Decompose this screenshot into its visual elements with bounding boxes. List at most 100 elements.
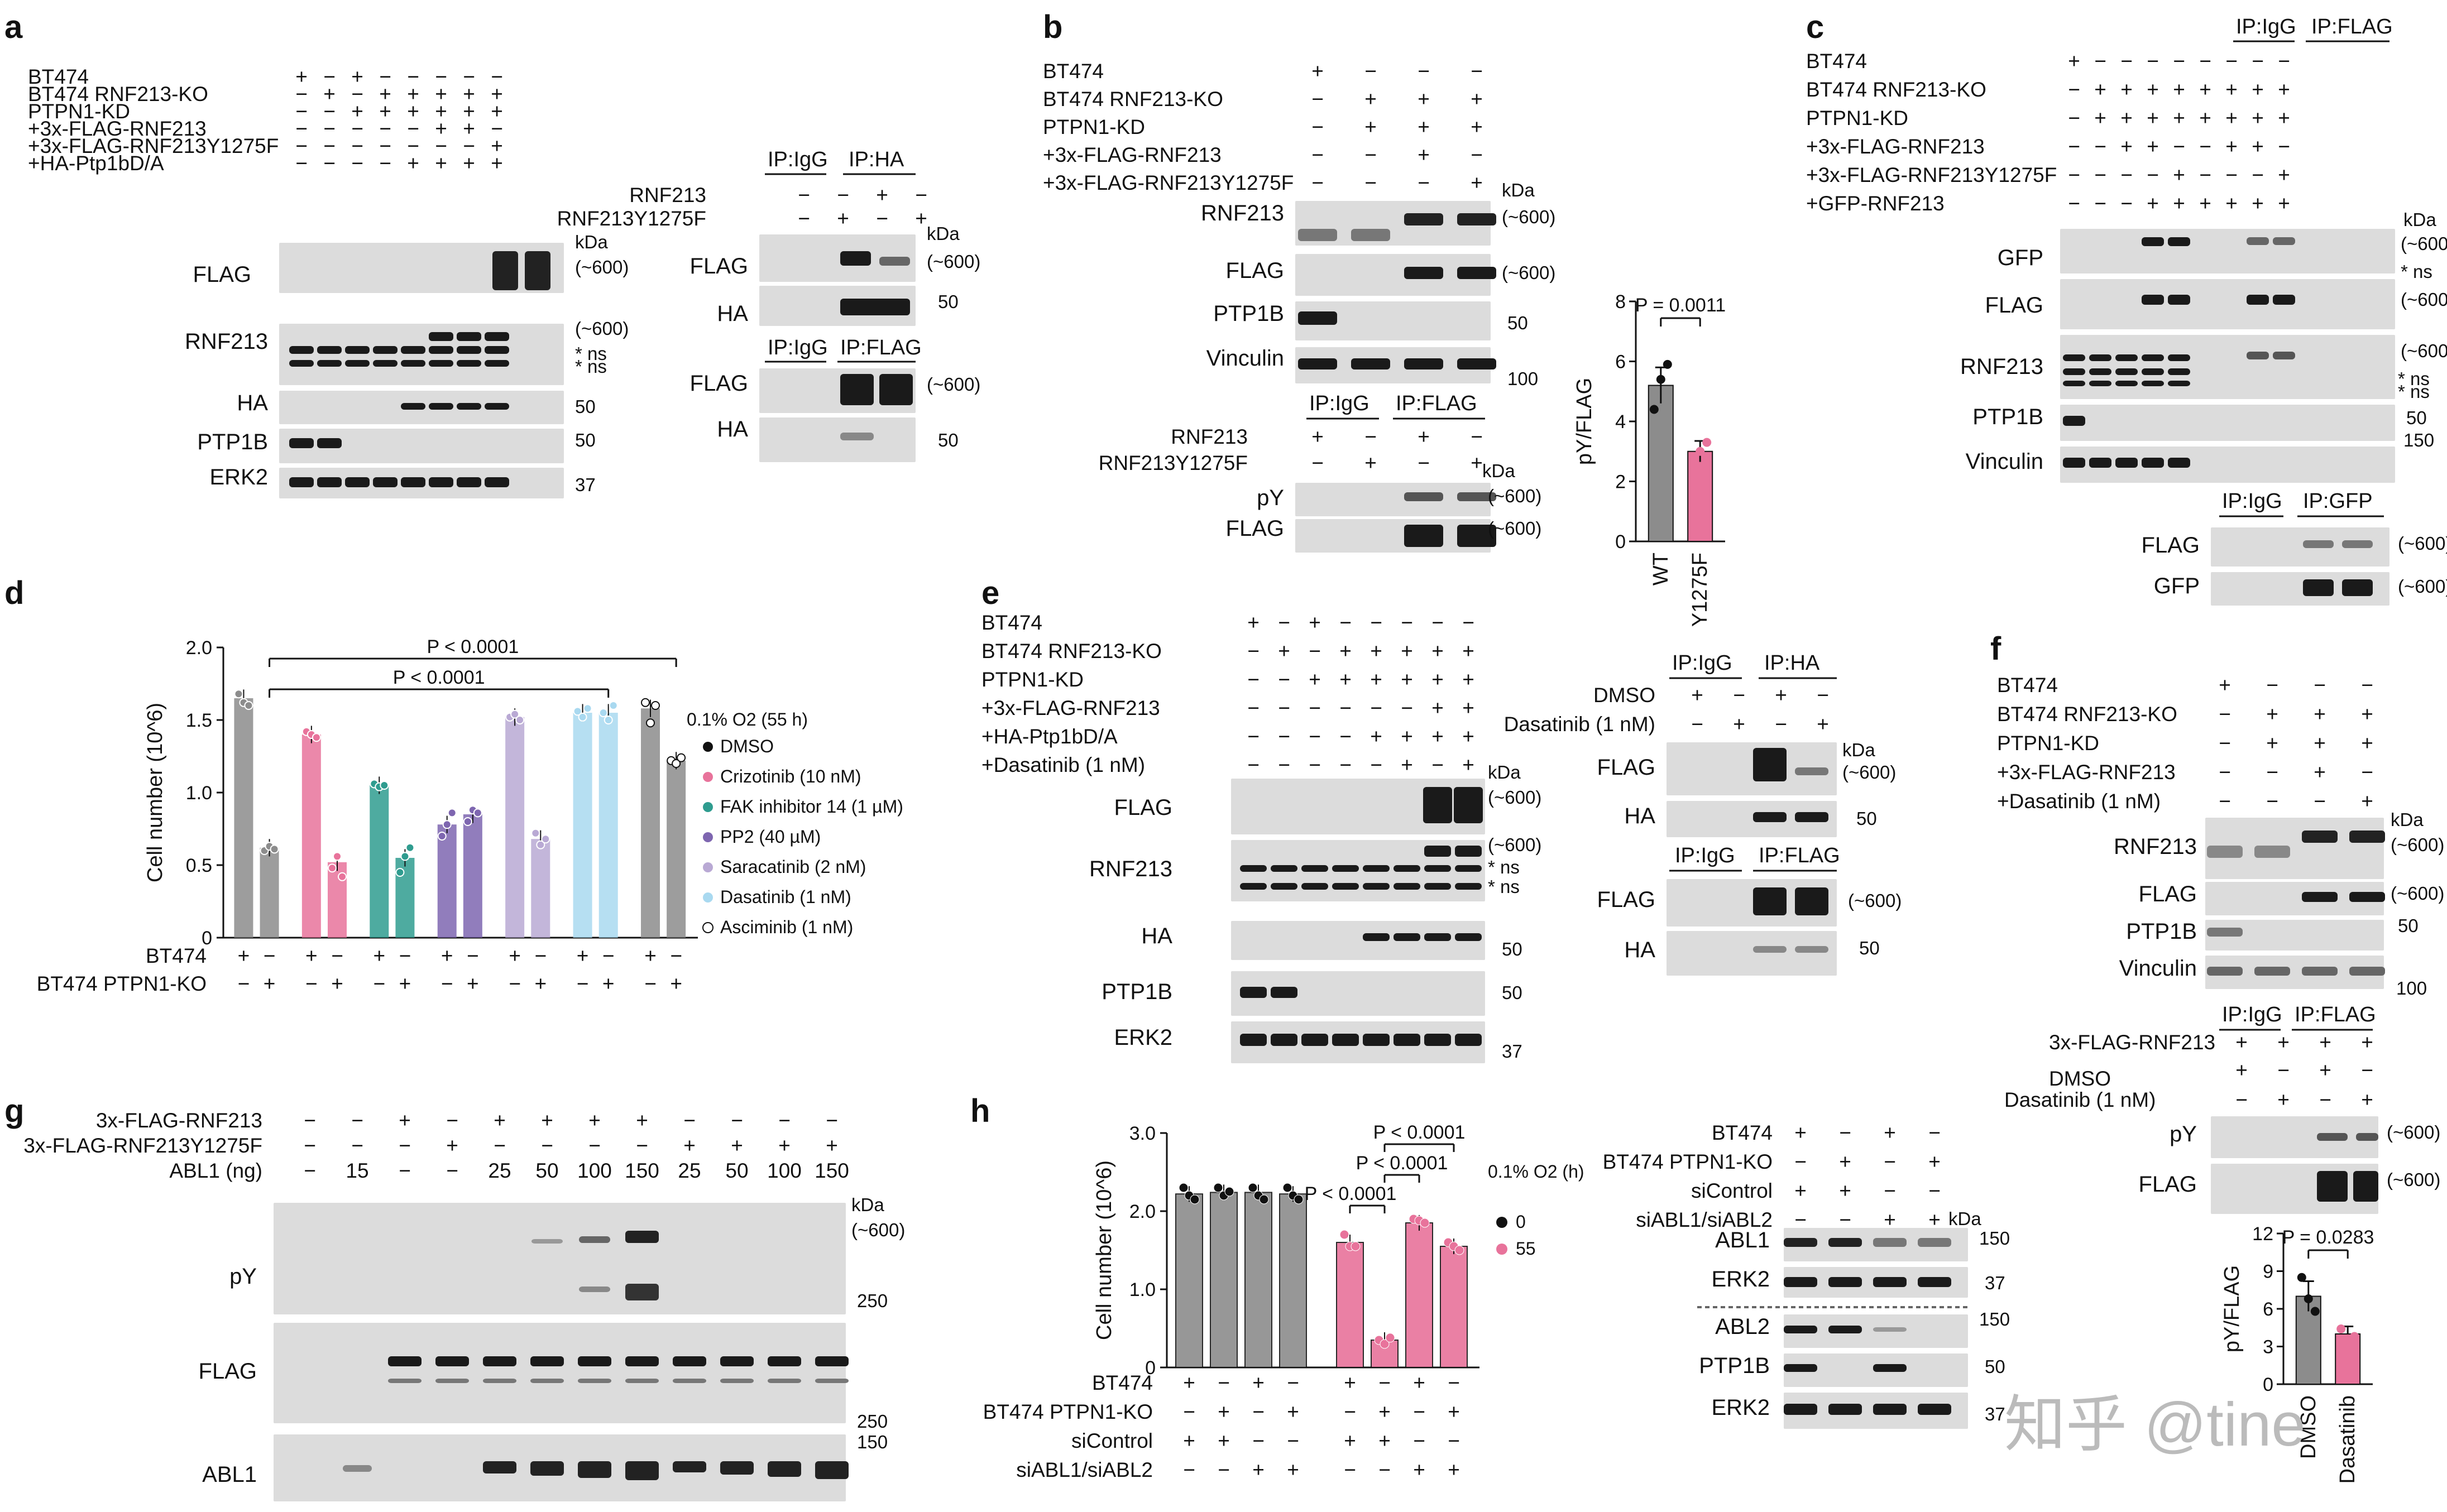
condition-sign: + [1471,88,1483,111]
mw-marker: 250 [857,1411,888,1432]
condition-sign: + [2361,703,2373,726]
condition-sign: − [2068,192,2080,215]
blot-band [2168,295,2190,305]
condition-sign: − [1401,697,1413,719]
x-category-label: Y1275F [1688,553,1712,627]
condition-sign: − [351,152,363,175]
blot-band [2273,295,2295,305]
condition-sign: − [407,117,419,140]
blot-band [1918,1404,1951,1415]
mw-marker: 37 [1985,1404,2005,1424]
condition-sign: + [1431,668,1444,691]
condition-sign: + [2278,164,2290,186]
condition-sign: − [446,1109,458,1132]
condition-sign: + [2314,703,2326,726]
ip-header: IP:FLAG [2311,15,2393,39]
blot-label-ptp1b: PTP1B [1213,301,1284,326]
blot-band [289,477,314,487]
mw-marker: kDa [2391,809,2424,830]
condition-sign: − [1928,1121,1941,1144]
legend-marker [703,772,713,782]
mw-marker: (~600) [2401,289,2447,310]
data-point [1351,1241,1361,1251]
blot-band [343,1465,372,1472]
mw-marker: (~600) [851,1220,905,1240]
condition-sign: − [1462,611,1474,634]
blot-label-ptp1b: PTP1B [2126,919,2197,944]
data-point [1702,438,1712,447]
blot-label-ha: HA [717,301,748,326]
condition-sign: + [463,83,475,105]
y-tick-label: 8 [1615,291,1626,313]
legend-marker [702,922,713,933]
condition-sign: − [837,184,849,207]
condition-sign: − [588,1134,601,1157]
blot-strip-ptp1b [1295,301,1491,340]
x-condition-sign: + [1287,1400,1299,1423]
blot-label-abl2: ABL2 [1715,1314,1770,1339]
blot-band [2254,846,2290,858]
condition-sign: − [351,1134,363,1157]
blot-strip-ha [1231,921,1485,960]
x-condition-sign: + [1252,1458,1265,1481]
blot-band [373,477,398,487]
condition-sign: − [1364,60,1377,83]
condition-sign: − [1401,611,1413,634]
condition-sign: − [2147,50,2159,73]
data-point [536,840,545,849]
data-point [641,698,650,707]
legend-entry: Crizotinib (10 nM) [720,766,861,786]
blot-band [1457,213,1496,225]
y-tick-label: 1.0 [186,783,212,804]
blot-band [1753,946,1787,953]
blot-band [625,1231,659,1243]
condition-sign: + [2225,78,2238,101]
panel-d-letter: d [4,575,24,611]
condition-sign: − [2266,790,2278,813]
blot-band [768,1356,801,1366]
mw-marker: 150 [1979,1228,2010,1249]
condition-sign: + [837,207,849,230]
blot-band [2168,381,2190,386]
condition-sign: + [2225,135,2238,158]
blot-band [1363,865,1390,872]
condition-sign: + [2252,78,2264,101]
blot-band [485,332,509,341]
condition-sign: − [1339,725,1352,748]
condition-label: PTPN1-KD [1997,732,2099,755]
bar-asciminib [667,760,686,938]
blot-label-flag: FLAG [199,1359,257,1384]
condition-sign: + [2314,732,2326,755]
blot-strip-ip-ha-2 [759,417,916,462]
y-axis-label: Cell number (10^6) [143,703,167,882]
mw-marker: (~600) [575,318,629,339]
blot-band [1363,1034,1390,1046]
data-point [604,716,613,724]
blot-band [1351,229,1390,241]
condition-sign: − [1309,697,1321,719]
blot-label-flag: FLAG [2139,1172,2197,1197]
condition-sign: + [2266,732,2278,755]
condition-sign: − [731,1109,743,1132]
condition-sign: − [351,117,363,140]
bar-normoxia [1175,1193,1203,1368]
ip-header: IP:FLAG [1396,392,1477,415]
mw-marker: 100 [1507,368,1538,389]
condition-label: +3x-FLAG-RNF213 [1997,761,2176,784]
condition-sign: − [1309,753,1321,776]
blot-strip-rnf213 [2060,335,2395,399]
condition-sign: − [407,135,419,157]
mw-marker: 50 [2406,407,2427,428]
condition-sign: − [2219,790,2231,813]
blot-band [1240,1034,1267,1046]
condition-sign: + [2235,1031,2248,1054]
condition-sign: − [2319,1088,2331,1111]
x-condition-sign: + [264,972,276,995]
condition-sign: − [876,207,888,230]
condition-sign: − [351,135,363,157]
blot-strip-flag [2205,882,2384,915]
blot-band [625,1284,659,1300]
condition-sign: − [304,1109,316,1132]
